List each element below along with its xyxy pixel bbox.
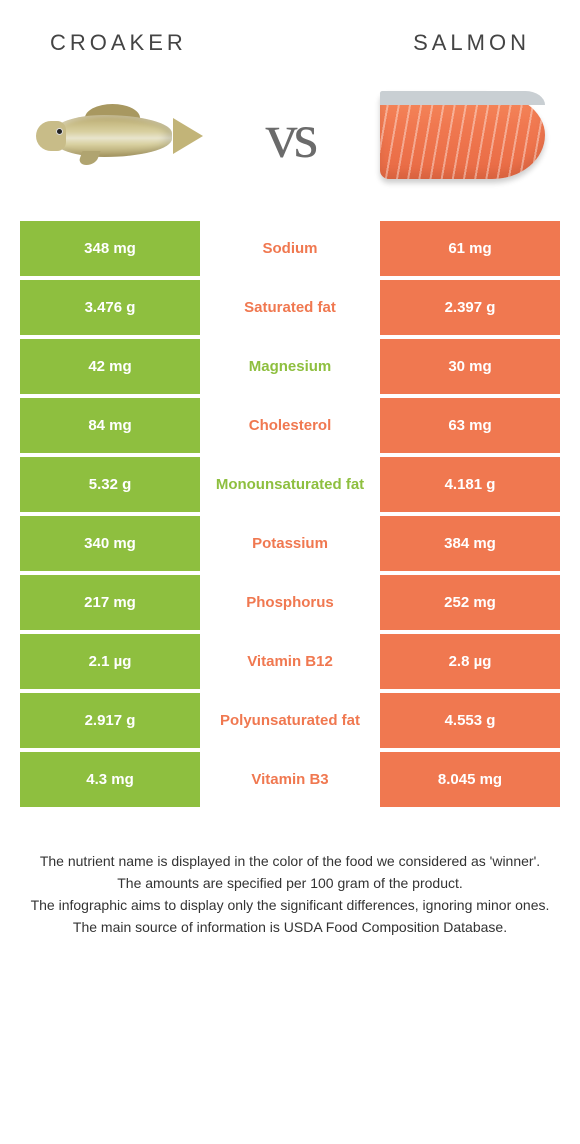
footnotes: The nutrient name is displayed in the co… bbox=[0, 811, 580, 938]
right-value: 2.8 µg bbox=[380, 634, 560, 689]
header: CROAKER SALMON bbox=[0, 0, 580, 66]
right-value: 2.397 g bbox=[380, 280, 560, 335]
table-row: 2.917 gPolyunsaturated fat4.553 g bbox=[20, 693, 560, 748]
salmon-icon bbox=[370, 81, 555, 191]
nutrient-name: Monounsaturated fat bbox=[200, 457, 380, 512]
croaker-icon bbox=[30, 101, 205, 171]
table-row: 217 mgPhosphorus252 mg bbox=[20, 575, 560, 630]
table-row: 84 mgCholesterol63 mg bbox=[20, 398, 560, 453]
footnote-line: The amounts are specified per 100 gram o… bbox=[30, 873, 550, 894]
nutrient-name: Sodium bbox=[200, 221, 380, 276]
nutrient-name: Vitamin B12 bbox=[200, 634, 380, 689]
table-row: 348 mgSodium61 mg bbox=[20, 221, 560, 276]
right-value: 61 mg bbox=[380, 221, 560, 276]
left-value: 2.1 µg bbox=[20, 634, 200, 689]
left-food-image bbox=[25, 76, 210, 196]
table-row: 4.3 mgVitamin B38.045 mg bbox=[20, 752, 560, 807]
left-value: 4.3 mg bbox=[20, 752, 200, 807]
nutrient-name: Saturated fat bbox=[200, 280, 380, 335]
table-row: 340 mgPotassium384 mg bbox=[20, 516, 560, 571]
nutrient-name: Magnesium bbox=[200, 339, 380, 394]
nutrient-name: Cholesterol bbox=[200, 398, 380, 453]
table-row: 3.476 gSaturated fat2.397 g bbox=[20, 280, 560, 335]
right-value: 30 mg bbox=[380, 339, 560, 394]
left-value: 42 mg bbox=[20, 339, 200, 394]
right-value: 252 mg bbox=[380, 575, 560, 630]
footnote-line: The main source of information is USDA F… bbox=[30, 917, 550, 938]
right-value: 8.045 mg bbox=[380, 752, 560, 807]
nutrient-name: Potassium bbox=[200, 516, 380, 571]
left-value: 5.32 g bbox=[20, 457, 200, 512]
nutrient-table: 348 mgSodium61 mg3.476 gSaturated fat2.3… bbox=[0, 221, 580, 807]
footnote-line: The infographic aims to display only the… bbox=[30, 895, 550, 916]
image-row: vs bbox=[0, 66, 580, 221]
left-value: 84 mg bbox=[20, 398, 200, 453]
right-value: 63 mg bbox=[380, 398, 560, 453]
right-value: 4.181 g bbox=[380, 457, 560, 512]
table-row: 42 mgMagnesium30 mg bbox=[20, 339, 560, 394]
right-food-image bbox=[370, 76, 555, 196]
right-value: 4.553 g bbox=[380, 693, 560, 748]
left-value: 3.476 g bbox=[20, 280, 200, 335]
left-value: 340 mg bbox=[20, 516, 200, 571]
footnote-line: The nutrient name is displayed in the co… bbox=[30, 851, 550, 872]
left-value: 2.917 g bbox=[20, 693, 200, 748]
nutrient-name: Vitamin B3 bbox=[200, 752, 380, 807]
table-row: 2.1 µgVitamin B122.8 µg bbox=[20, 634, 560, 689]
table-row: 5.32 gMonounsaturated fat4.181 g bbox=[20, 457, 560, 512]
nutrient-name: Polyunsaturated fat bbox=[200, 693, 380, 748]
vs-label: vs bbox=[266, 99, 315, 173]
left-food-title: CROAKER bbox=[50, 30, 187, 56]
left-value: 348 mg bbox=[20, 221, 200, 276]
left-value: 217 mg bbox=[20, 575, 200, 630]
right-value: 384 mg bbox=[380, 516, 560, 571]
nutrient-name: Phosphorus bbox=[200, 575, 380, 630]
right-food-title: SALMON bbox=[413, 30, 530, 56]
